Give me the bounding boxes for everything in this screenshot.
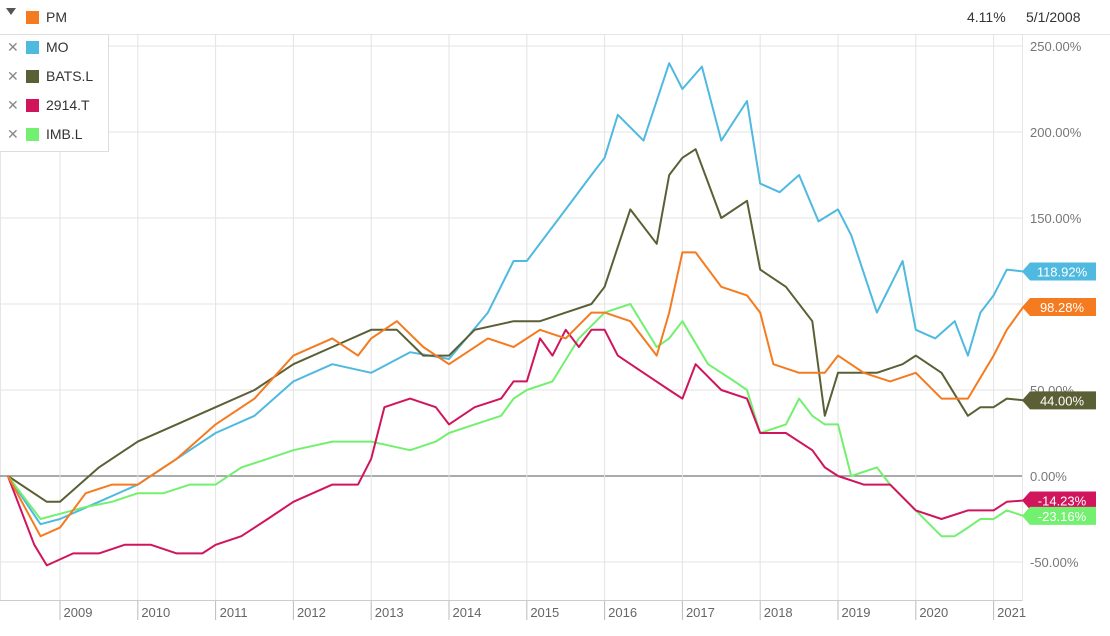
legend-swatch (26, 70, 39, 83)
series-line-2914t (6, 328, 1024, 567)
legend-item-imb[interactable]: ✕ IMB.L (0, 122, 108, 148)
end-label-text: 44.00% (1040, 393, 1085, 408)
end-label-imbl: -23.16% (1022, 506, 1096, 525)
end-label-tag (1022, 506, 1096, 525)
series-line-imbl (7, 303, 1024, 538)
x-tick-label: 2011 (220, 605, 248, 620)
series-line-pm (7, 251, 1025, 538)
plot-frame (0, 34, 1023, 601)
x-tick-label: 2009 (64, 605, 93, 620)
end-label-mo: 118.92% (1022, 262, 1096, 281)
y-tick-label: 0.00% (1030, 469, 1067, 484)
change-percent: 4.11% (967, 9, 1006, 25)
end-label-batsl: 44.00% (1022, 391, 1096, 410)
end-label-text: 118.92% (1037, 264, 1088, 279)
x-tick-label: 2021 (997, 605, 1026, 620)
x-tick-label: 2012 (297, 605, 326, 620)
legend-swatch (26, 128, 39, 141)
y-axis-ticks: 250.00%200.00%150.00%50.00%0.00%-50.00% (1030, 39, 1082, 570)
grid (0, 34, 1110, 601)
x-tick-label: 2014 (453, 605, 482, 620)
legend-label: IMB.L (46, 126, 83, 142)
legend-swatch (26, 41, 39, 54)
series-line-mo (7, 62, 1024, 526)
end-label-text: -14.23% (1038, 493, 1087, 508)
legend-item-bats[interactable]: ✕ BATS.L (0, 64, 108, 90)
end-label-2914t: -14.23% (1022, 491, 1096, 510)
end-labels: 118.92% 98.28% 44.00% -14.23%-23.16% (1022, 262, 1096, 525)
y-tick-label: -50.00% (1030, 555, 1079, 570)
y-tick-label: 150.00% (1030, 211, 1082, 226)
x-tick-label: 2018 (764, 605, 793, 620)
series-lines (6, 62, 1025, 567)
legend-label: 2914.T (46, 97, 90, 113)
x-tick-label: 2019 (842, 605, 871, 620)
main-series-label[interactable]: PM (46, 9, 67, 25)
end-label-pm: 98.28% (1022, 297, 1096, 316)
legend-label: BATS.L (46, 68, 94, 84)
end-label-tag (1022, 491, 1096, 510)
x-tick-label: 2016 (608, 605, 637, 620)
legend-swatch (26, 99, 39, 112)
caret-down-icon[interactable] (6, 8, 16, 15)
y-tick-label: 200.00% (1030, 125, 1082, 140)
legend-item-2914t[interactable]: ✕ 2914.T (0, 93, 108, 119)
x-tick-label: 2020 (919, 605, 948, 620)
y-tick-label: 250.00% (1030, 39, 1082, 54)
end-label-tag (1022, 391, 1096, 410)
pm-color-swatch (26, 11, 39, 24)
start-date: 5/1/2008 (1026, 9, 1081, 25)
legend-label: MO (46, 39, 69, 55)
end-label-tag (1022, 297, 1096, 316)
end-label-text: 98.28% (1040, 300, 1085, 315)
chart-header: PM 4.11% 5/1/2008 (0, 0, 1110, 34)
close-icon[interactable]: ✕ (7, 97, 19, 113)
close-icon[interactable]: ✕ (7, 126, 19, 142)
legend-item-mo[interactable]: ✕ MO (0, 35, 108, 61)
close-icon[interactable]: ✕ (7, 68, 19, 84)
legend: ✕ MO ✕ BATS.L ✕ 2914.T ✕ IMB.L (0, 34, 109, 152)
x-axis-ticks: 2009 2010 2011 2012 2013 2014 2015 2016 2017 2018… (0, 600, 1026, 620)
end-label-text: -23.16% (1038, 509, 1087, 524)
end-label-tag (1022, 262, 1096, 281)
x-tick-label: 2010 (141, 605, 170, 620)
x-tick-label: 2013 (375, 605, 404, 620)
x-tick-label: 2017 (686, 605, 715, 620)
x-tick-label: 2015 (530, 605, 559, 620)
series-line-batsl (7, 148, 1024, 503)
close-icon[interactable]: ✕ (7, 39, 19, 55)
